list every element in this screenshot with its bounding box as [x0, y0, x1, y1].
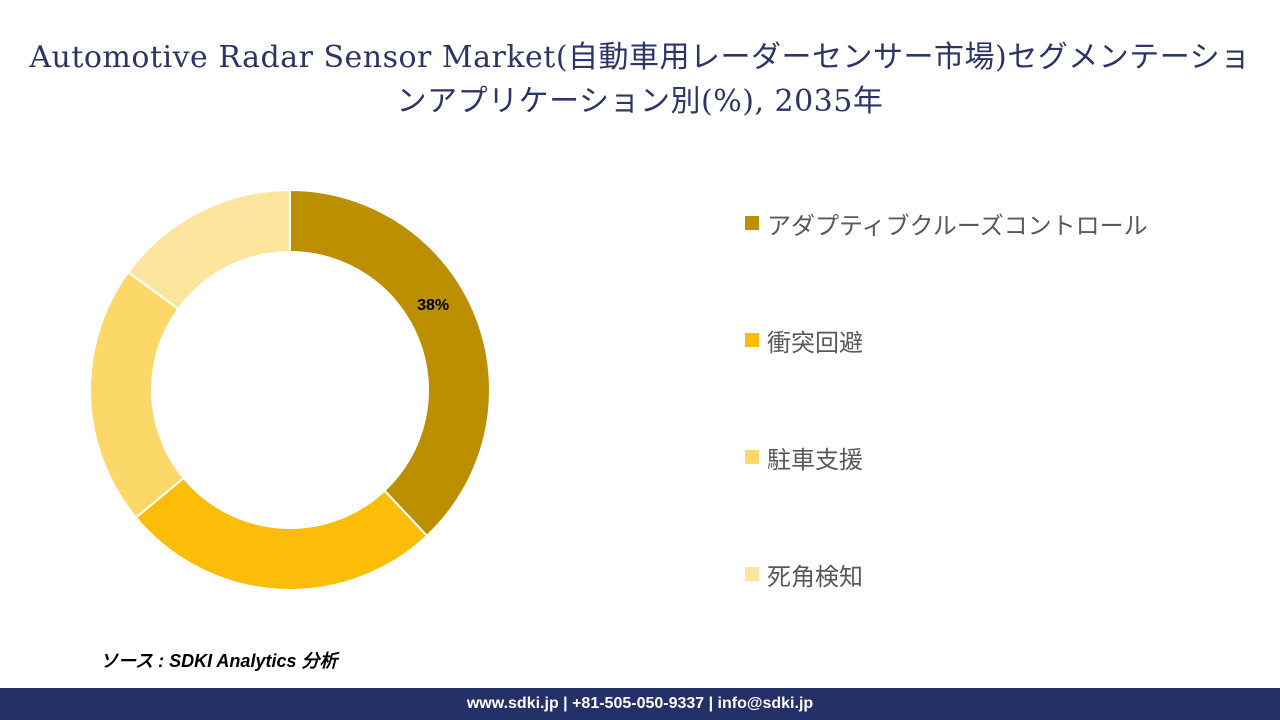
donut-slice-collision	[134, 476, 429, 591]
donut-chart: 38%	[89, 188, 491, 591]
legend-item-blindspot: 死角検知	[745, 549, 1148, 599]
donut-slice-parking	[89, 271, 186, 519]
legend-label-parking: 駐車支援	[767, 445, 863, 474]
donut-slice-blindspot	[126, 188, 291, 311]
footer-bar: www.sdki.jp | +81-505-050-9337 | info@sd…	[0, 688, 1280, 720]
legend-label-acc: アダプティブクルーズコントロール	[767, 211, 1148, 240]
legend-swatch-acc	[745, 216, 759, 230]
legend-label-blindspot: 死角検知	[767, 562, 863, 591]
legend-swatch-blindspot	[745, 567, 759, 581]
legend-item-acc: アダプティブクルーズコントロール	[745, 198, 1148, 248]
source-note: ソース : SDKI Analytics 分析	[100, 651, 338, 671]
legend-swatch-collision	[745, 333, 759, 347]
data-label-acc: 38%	[417, 297, 449, 314]
donut-slice-acc	[289, 188, 491, 538]
footer-contact-text: www.sdki.jp | +81-505-050-9337 | info@sd…	[466, 695, 814, 712]
legend-item-parking: 駐車支援	[745, 432, 1148, 482]
legend-label-collision: 衝突回避	[767, 328, 863, 357]
legend-swatch-parking	[745, 450, 759, 464]
chart-legend: アダプティブクルーズコントロール 衝突回避 駐車支援 死角検知	[745, 198, 1148, 666]
legend-item-collision: 衝突回避	[745, 315, 1148, 365]
chart-title: Automotive Radar Sensor Market(自動車用レーダーセ…	[29, 40, 1251, 119]
